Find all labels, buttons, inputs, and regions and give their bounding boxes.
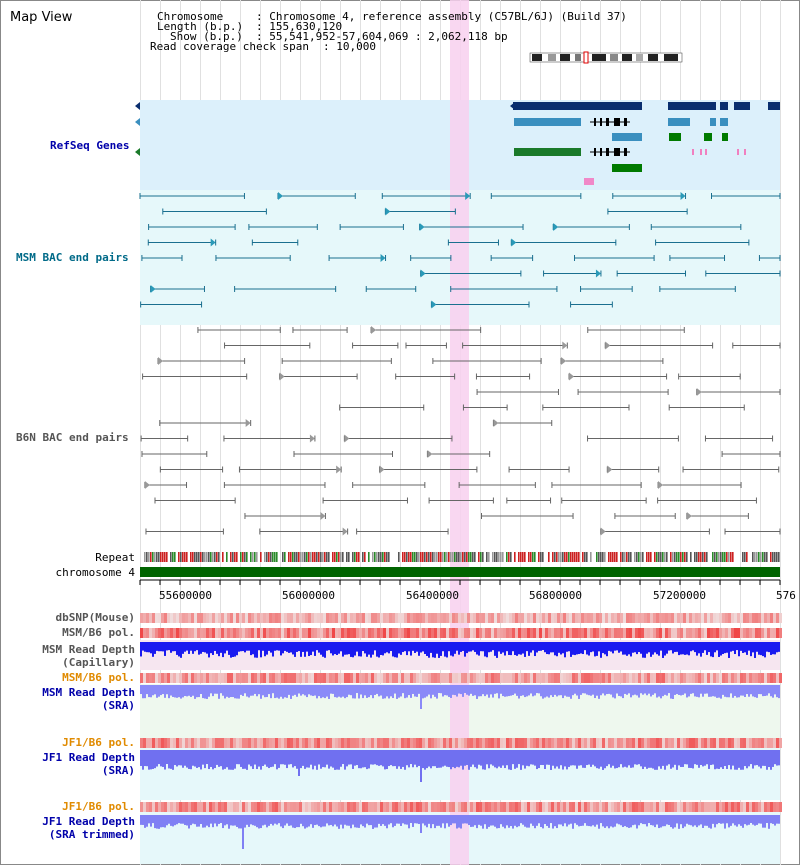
axis-tick-label: 55600000 bbox=[159, 589, 212, 602]
axis-tick-label: 56800000 bbox=[529, 589, 582, 602]
coverage-label: Read coverage check span bbox=[150, 40, 309, 53]
track-label-msm-bac[interactable]: MSM BAC end pairs bbox=[16, 251, 129, 264]
msm-capillary-depth[interactable] bbox=[140, 642, 780, 658]
coverage-value: : 10,000 bbox=[323, 40, 376, 53]
track-label-msm-depth-sra: MSM Read Depth bbox=[42, 686, 135, 699]
repeat-track[interactable] bbox=[144, 552, 780, 562]
track-label-b6n-bac[interactable]: B6N BAC end pairs bbox=[16, 431, 129, 444]
chromosome-bar[interactable] bbox=[140, 567, 780, 577]
msm-sra-depth[interactable] bbox=[140, 685, 780, 709]
axis-ticks bbox=[139, 580, 781, 585]
jf1-pol-heatmap[interactable] bbox=[140, 738, 782, 748]
track-label-jf1-pol-2: JF1/B6 pol. bbox=[62, 800, 135, 813]
msm-pol-heatmap[interactable] bbox=[140, 628, 782, 638]
track-label-refseq[interactable]: RefSeq Genes bbox=[50, 139, 130, 152]
length-label: Length (b.p.) bbox=[157, 20, 244, 33]
track-label-msm-depth-cap: MSM Read Depth bbox=[42, 643, 135, 656]
jf1-pol-heatmap-2[interactable] bbox=[140, 802, 782, 812]
length-value: : 155,630,120 bbox=[256, 20, 343, 33]
track-label-repeat: Repeat bbox=[95, 551, 135, 564]
refseq-genes[interactable] bbox=[135, 102, 780, 185]
chromosome-ideogram[interactable] bbox=[529, 51, 683, 64]
axis-tick-label: 56400000 bbox=[406, 589, 459, 602]
msm-bac-pairs[interactable] bbox=[139, 192, 781, 309]
show-label: Show (b.p.) bbox=[170, 30, 243, 43]
b6n-bac-pairs[interactable] bbox=[140, 326, 781, 536]
show-value: : 55,541,952-57,604,069 : 2,062,118 bp bbox=[256, 30, 508, 43]
track-label-jf1-depth-trim: JF1 Read Depth bbox=[42, 815, 135, 828]
axis-tick-label: 57200000 bbox=[653, 589, 706, 602]
dbsnp-heatmap[interactable] bbox=[140, 613, 782, 623]
chromosome-value: : Chromosome 4, reference assembly (C57B… bbox=[256, 10, 627, 23]
track-label-jf1-depth-sra-sub: (SRA) bbox=[101, 764, 135, 777]
track-label-msm-pol: MSM/B6 pol. bbox=[62, 626, 135, 639]
jf1-trim-depth[interactable] bbox=[140, 815, 780, 849]
axis-tick-label: 56000000 bbox=[282, 589, 335, 602]
track-label-msm-pol-2: MSM/B6 pol. bbox=[62, 671, 135, 684]
track-label-msm-depth-sra-sub: (SRA) bbox=[101, 699, 135, 712]
track-label-jf1-depth-trim-sub: (SRA trimmed) bbox=[48, 828, 135, 841]
msm-pol-heatmap-2[interactable] bbox=[140, 673, 782, 683]
chromosome-label: Chromosome bbox=[157, 10, 224, 23]
page-title: Map View bbox=[10, 10, 73, 25]
jf1-sra-depth[interactable] bbox=[140, 750, 780, 782]
track-label-chromosome: chromosome 4 bbox=[55, 566, 135, 579]
track-label-jf1-depth-sra: JF1 Read Depth bbox=[42, 751, 135, 764]
track-label-dbsnp: dbSNP(Mouse) bbox=[55, 611, 135, 624]
track-label-jf1-pol: JF1/B6 pol. bbox=[62, 736, 135, 749]
track-label-msm-depth-cap-sub: (Capillary) bbox=[62, 656, 135, 669]
axis-tick-label: 576 bbox=[776, 589, 796, 602]
